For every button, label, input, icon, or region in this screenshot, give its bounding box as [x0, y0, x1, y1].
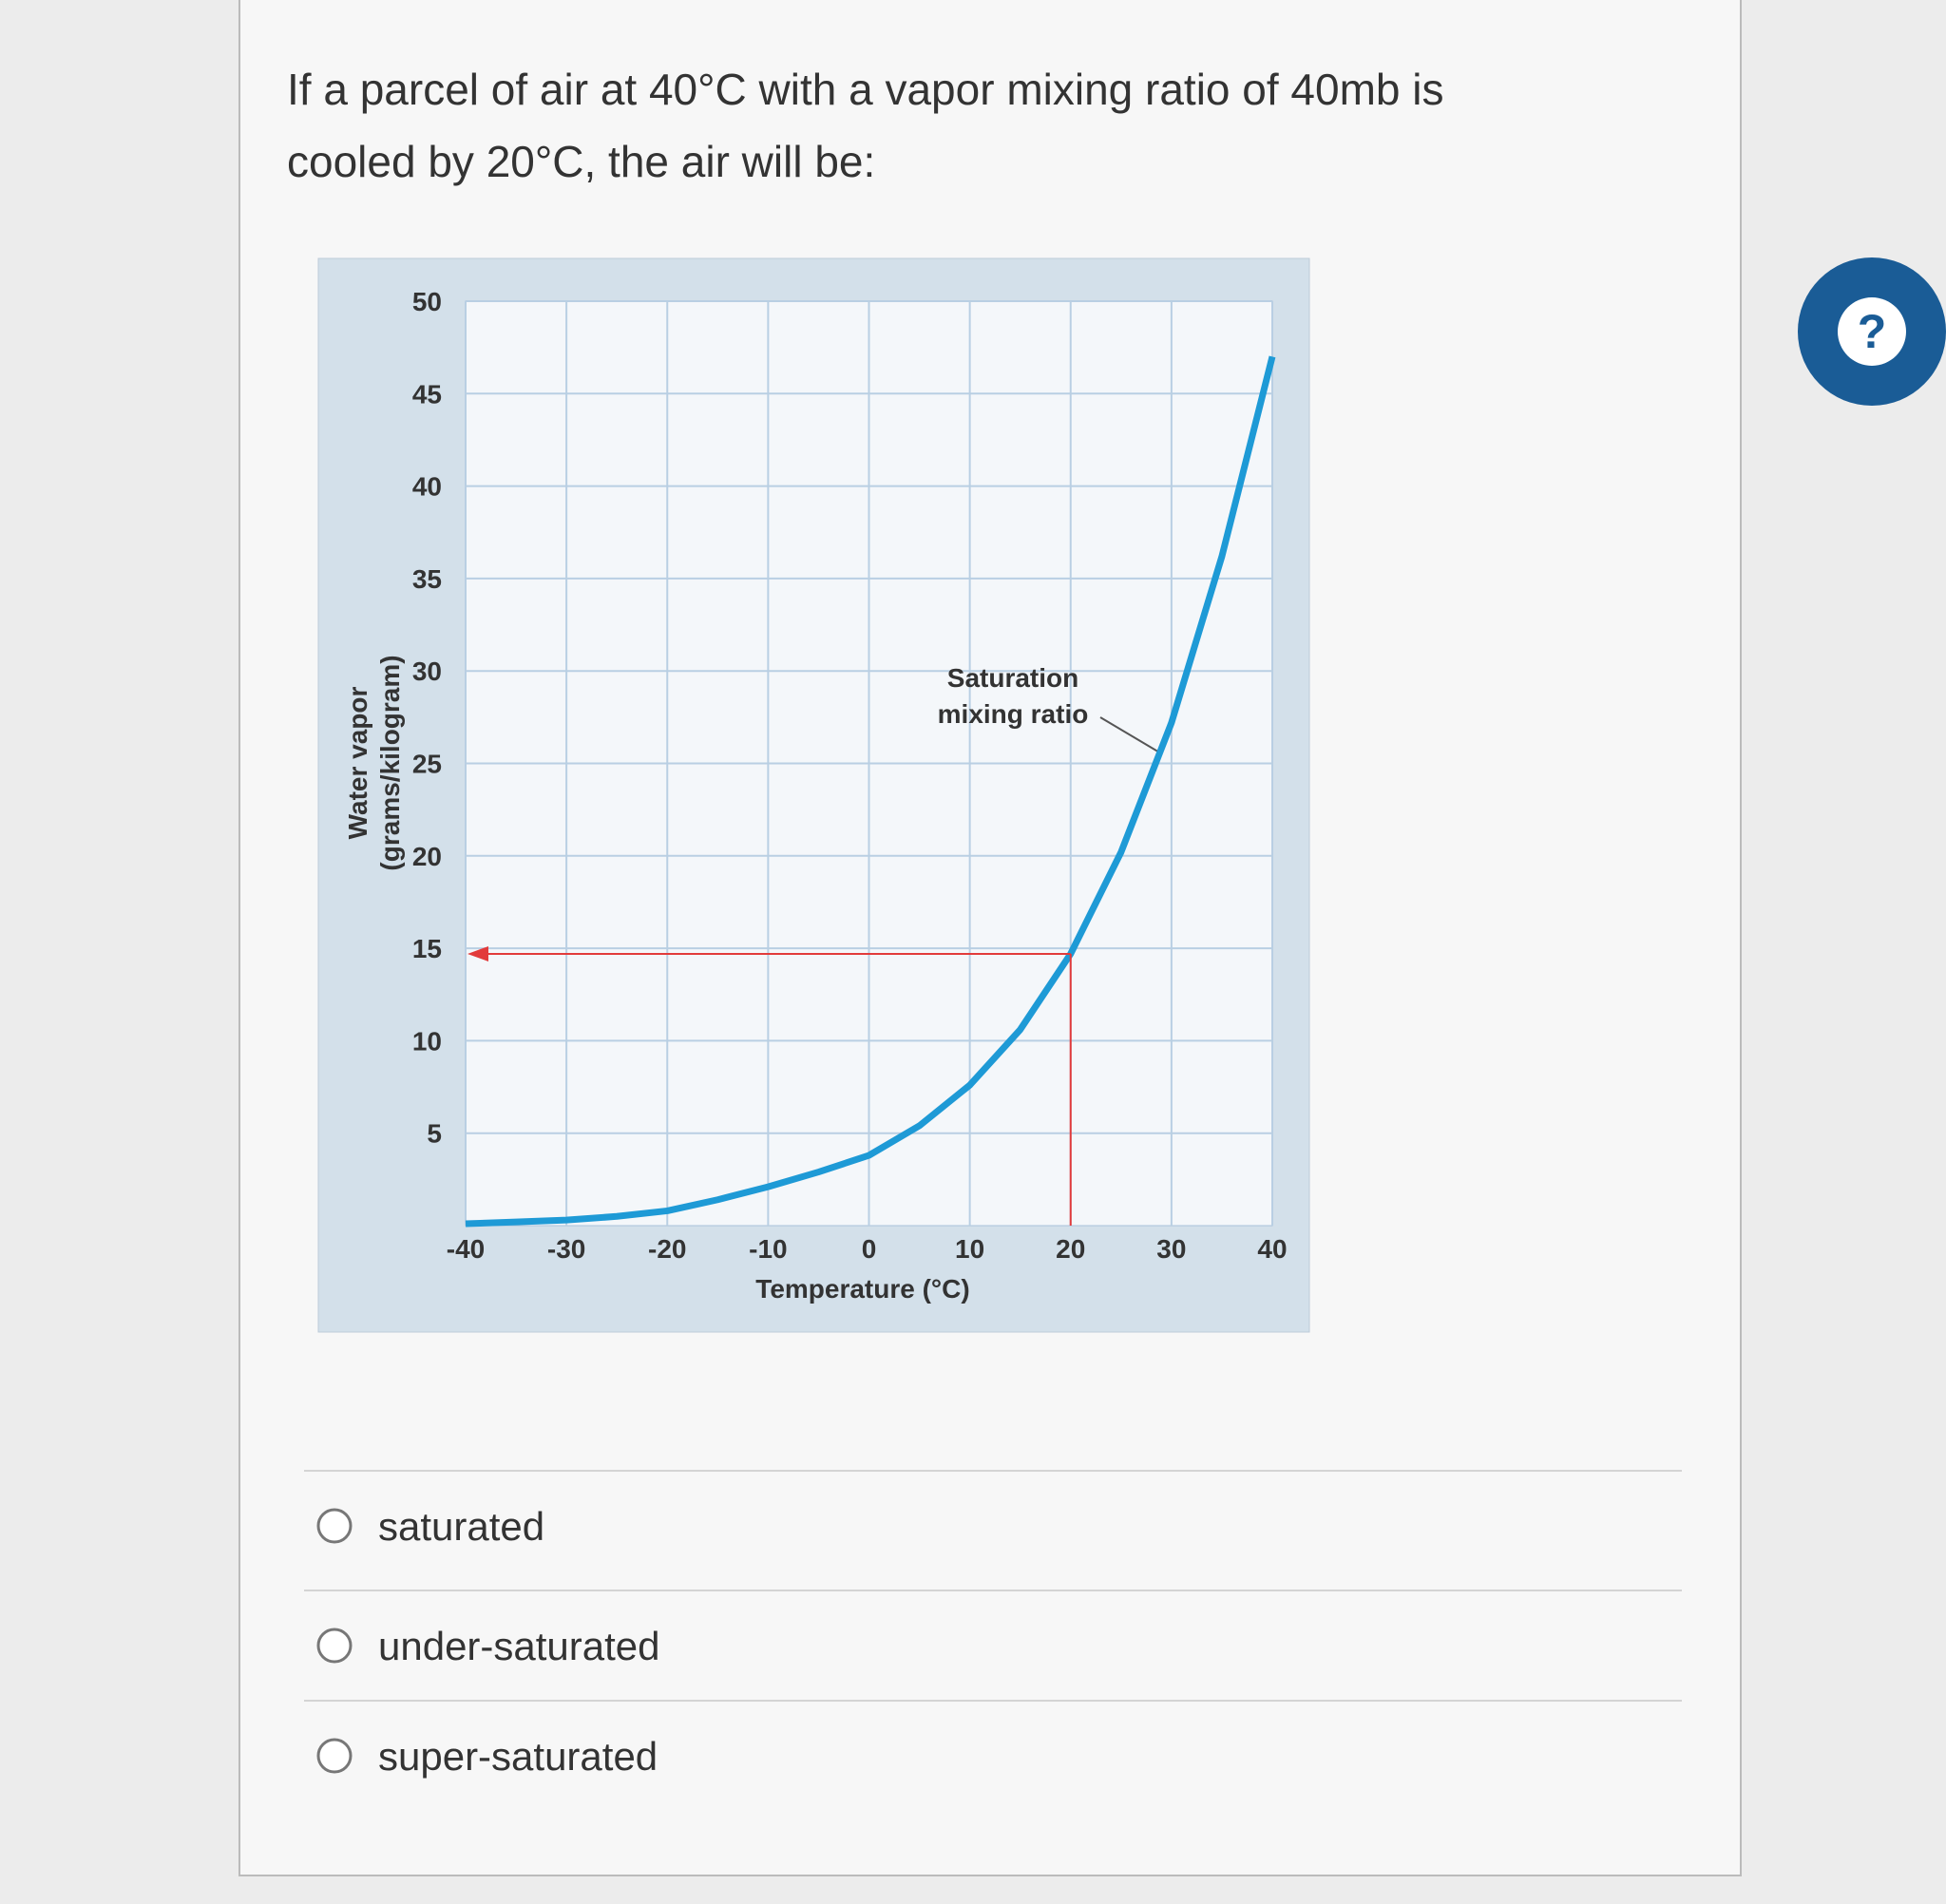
x-tick-label: -40: [447, 1234, 485, 1264]
option-label[interactable]: saturated: [378, 1504, 544, 1549]
x-tick-label: 0: [862, 1234, 877, 1264]
help-icon-bg: [1838, 297, 1906, 366]
help-icon[interactable]: ?: [1858, 305, 1887, 358]
x-axis-label: Temperature (°C): [755, 1274, 969, 1304]
question-text: If a parcel of air at 40°C with a vapor …: [287, 65, 1444, 186]
x-tick-label: -10: [749, 1234, 787, 1264]
y-tick-label: 5: [427, 1119, 442, 1149]
x-tick-label: 10: [955, 1234, 984, 1264]
x-tick-label: 40: [1257, 1234, 1287, 1264]
y-tick-label: 20: [412, 842, 442, 871]
radio-button[interactable]: [316, 1628, 353, 1664]
x-tick-label: 30: [1156, 1234, 1186, 1264]
y-axis-label: Water vapor: [343, 687, 372, 840]
x-tick-label: -30: [547, 1234, 585, 1264]
question-line: If a parcel of air at 40°C with a vapor …: [287, 65, 1444, 114]
reference-arrowhead: [467, 945, 488, 962]
y-tick-label: 10: [412, 1026, 442, 1056]
radio-button[interactable]: [316, 1508, 353, 1544]
radio-button[interactable]: [316, 1738, 353, 1774]
question-line: cooled by 20°C, the air will be:: [287, 137, 875, 186]
option-label[interactable]: super-saturated: [378, 1734, 658, 1779]
y-tick-label: 25: [412, 750, 442, 779]
y-tick-label: 35: [412, 564, 442, 594]
option-label[interactable]: under-saturated: [378, 1624, 660, 1668]
data-line: [465, 355, 1276, 1228]
x-tick-label: 20: [1056, 1234, 1085, 1264]
y-axis-label: (grams/kilogram): [375, 655, 405, 870]
annotation: Saturation: [947, 663, 1078, 693]
annotation: mixing ratio: [938, 699, 1089, 729]
y-tick-label: 40: [412, 472, 442, 502]
y-tick-label: 30: [412, 657, 442, 686]
y-tick-label: 45: [412, 379, 442, 409]
y-tick-label: 15: [412, 934, 442, 963]
y-tick-label: 50: [412, 287, 442, 316]
annotation-arrow: [1099, 716, 1162, 754]
x-tick-label: -20: [648, 1234, 686, 1264]
